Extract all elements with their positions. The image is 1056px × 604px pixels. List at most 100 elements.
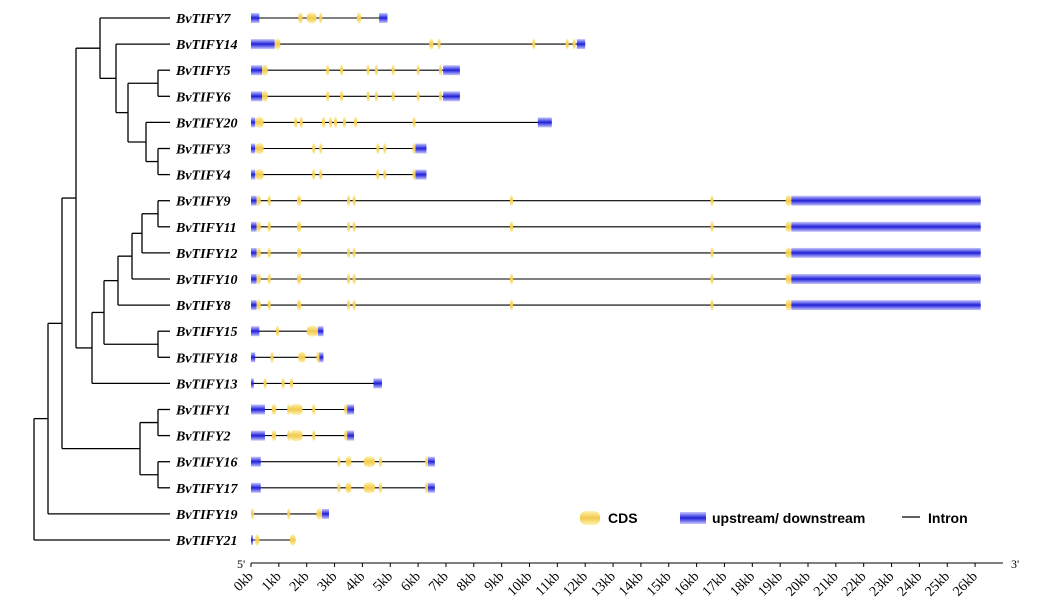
cds-block [287, 404, 291, 415]
utr-block [791, 221, 981, 232]
gene-label-bvtify4: BvTIFY4 [175, 169, 230, 184]
legend-intron-label: Intron [928, 510, 968, 526]
cds-block [267, 221, 271, 233]
legend-cds-label: CDS [608, 510, 638, 526]
cds-block [256, 299, 261, 311]
cds-block [312, 404, 316, 415]
axis-tick-label: 13kb [588, 569, 618, 599]
cds-block [374, 90, 378, 102]
utr-block [791, 195, 981, 206]
gene-label-bvtify6: BvTIFY6 [175, 90, 230, 105]
utr-block [251, 13, 260, 23]
gene-structure-bvtify20 [251, 116, 552, 128]
utr-block [251, 91, 263, 102]
gene-structure-bvtify2 [251, 430, 355, 442]
cds-block [256, 247, 261, 259]
cds-block [298, 351, 306, 363]
cds-block [316, 351, 320, 363]
cds-block [263, 377, 267, 389]
cds-block [565, 38, 569, 50]
gene-structure-bvtify4 [251, 169, 427, 181]
utr-block [251, 274, 257, 284]
gene-structure-bvtify1 [251, 404, 355, 415]
utr-block [251, 404, 265, 415]
gene-label-bvtify9: BvTIFY9 [175, 195, 230, 210]
utr-block [415, 169, 427, 180]
utr-block [251, 65, 263, 76]
axis-tick-label: 8kb [454, 569, 479, 594]
cds-block [344, 430, 348, 442]
cds-block [262, 64, 268, 76]
cds-block [785, 221, 792, 233]
cds-block [366, 90, 370, 102]
cds-block [352, 195, 356, 207]
utr-block [791, 247, 981, 258]
gene-label-bvtify15: BvTIFY15 [175, 325, 237, 340]
axis-tick-label: 11kb [533, 569, 563, 599]
cds-block [379, 482, 383, 494]
cds-block [289, 404, 303, 415]
axis-tick-label: 3kb [315, 569, 340, 594]
cds-block [312, 430, 316, 442]
axis-tick-label: 9kb [482, 569, 507, 594]
cds-block [412, 143, 416, 154]
cds-block [345, 482, 352, 494]
axis-5prime-label: 5' [237, 557, 245, 571]
gene-label-bvtify2: BvTIFY2 [175, 430, 230, 445]
utr-block [443, 65, 460, 76]
cds-block [438, 64, 442, 76]
legend-cds-swatch [580, 511, 600, 525]
cds-block [298, 12, 303, 24]
cds-block [710, 273, 714, 285]
axis-tick-label: 15kb [644, 569, 674, 599]
gene-structure-bvtify12 [251, 247, 981, 259]
utr-block [251, 456, 261, 467]
cds-block [299, 116, 303, 128]
utr-block [347, 430, 355, 441]
cds-block [294, 116, 298, 128]
cds-block [340, 64, 344, 76]
cds-block [267, 195, 271, 207]
utr-block [373, 378, 382, 389]
cds-block [383, 169, 387, 181]
gene-label-bvtify1: BvTIFY1 [175, 404, 230, 419]
cds-block [429, 38, 434, 50]
cds-block [287, 430, 291, 442]
cds-block [416, 90, 420, 102]
axis-3prime-label: 3' [1011, 557, 1019, 571]
cds-block [322, 116, 326, 128]
axis-tick-label: 23kb [867, 569, 897, 599]
cds-block [267, 247, 271, 259]
cds-block [262, 90, 268, 102]
axis-tick-label: 6kb [398, 569, 423, 594]
gene-structure-bvtify21 [251, 534, 296, 546]
cds-block [296, 195, 302, 207]
cds-block [510, 195, 514, 207]
cds-block [270, 351, 274, 363]
gene-structure-bvtify15 [251, 325, 324, 337]
axis-tick-label: 22kb [839, 569, 869, 599]
utr-block [415, 143, 427, 154]
axis-tick-label: 16kb [672, 569, 702, 599]
cds-block [333, 116, 337, 128]
axis-tick-label: 10kb [505, 569, 535, 599]
legend-utr-swatch [680, 512, 706, 524]
utr-block [791, 300, 981, 311]
axis-tick-label: 14kb [616, 569, 646, 599]
cds-block [425, 456, 429, 468]
cds-block [255, 116, 264, 128]
cds-block [710, 195, 714, 207]
cds-block [306, 12, 317, 24]
axis-tick-label: 12kb [561, 569, 591, 599]
axis-tick-label: 5kb [371, 569, 396, 594]
gene-label-bvtify3: BvTIFY3 [175, 143, 230, 158]
cds-block [342, 116, 346, 128]
gene-label-bvtify13: BvTIFY13 [175, 377, 237, 392]
cds-block [785, 299, 792, 311]
cds-block [710, 247, 714, 259]
cds-block [412, 116, 416, 128]
cds-block [363, 456, 375, 468]
cds-block [319, 169, 323, 181]
cds-block [572, 38, 576, 50]
cds-block [255, 143, 264, 154]
